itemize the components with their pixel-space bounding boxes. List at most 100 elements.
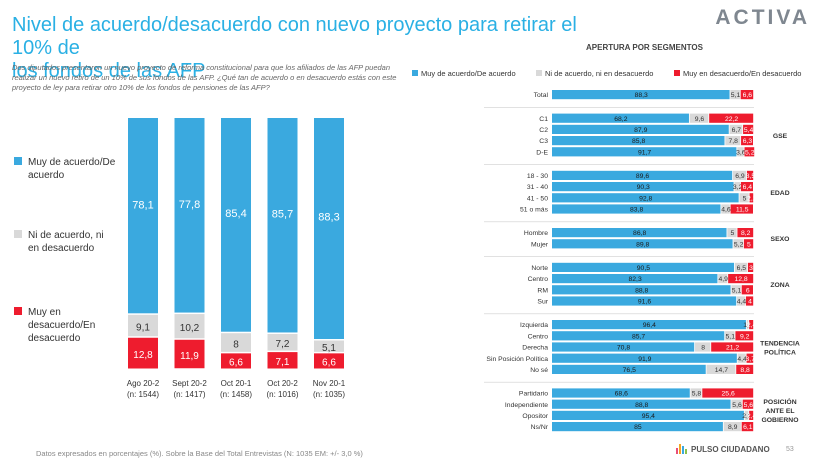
row-bar-segment-0	[552, 274, 718, 284]
row-data-label-2: 3,7	[746, 356, 756, 363]
row-bar-segment-0	[552, 296, 737, 306]
row-data-label-1: 4,9	[718, 276, 728, 283]
row-label: 51 o más	[520, 207, 549, 214]
row-bar-segment-0	[552, 204, 721, 214]
row-data-label-2: 4	[748, 299, 752, 306]
row-data-label-1: 4,4	[737, 356, 747, 363]
bar-segment-4-2	[314, 353, 344, 369]
row-bar-segment-1	[689, 113, 709, 123]
row-label: Sin Posición Política	[486, 356, 548, 363]
row-label: Hombre	[524, 230, 548, 237]
row-data-label-2: 6,4	[743, 184, 753, 191]
row-bar-segment-0	[552, 331, 725, 341]
row-label: C3	[539, 138, 548, 145]
row-bar-segment-0	[552, 388, 690, 398]
row-bar-segment-1	[739, 193, 749, 203]
row-label: C1	[539, 116, 548, 123]
row-label: Partidario	[519, 391, 548, 398]
row-label: Total	[534, 92, 549, 99]
row-bar-segment-0	[552, 262, 735, 272]
row-bar-segment-2	[740, 90, 754, 100]
row-bar-segment-1	[730, 90, 740, 100]
bar-segment-0-2	[128, 337, 158, 369]
bar-data-label-3-2: 7,1	[276, 357, 290, 368]
row-bar-segment-2	[749, 410, 754, 420]
row-bar-segment-1	[727, 228, 737, 238]
row-data-label-0: 91,9	[638, 356, 651, 363]
row-label: 41 - 50	[527, 195, 548, 202]
row-bar-segment-0	[552, 193, 739, 203]
row-data-label-0: 88,8	[635, 402, 648, 409]
row-bar-segment-0	[552, 285, 731, 295]
row-data-label-0: 90,5	[637, 265, 650, 272]
category-label-4: (n: 1035)	[313, 390, 345, 399]
row-data-label-1: 5	[743, 195, 747, 202]
bar-segment-3-1	[267, 333, 298, 351]
bar-data-label-4-2: 6,6	[322, 358, 336, 369]
bar-data-label-3-1: 7,2	[276, 339, 290, 350]
row-bar-segment-1	[725, 136, 741, 146]
row-data-label-1: 3,2	[733, 184, 743, 191]
category-label-3: (n: 1016)	[266, 390, 298, 399]
row-bar-segment-0	[552, 90, 730, 100]
bar-segment-4-0	[314, 118, 344, 340]
category-label-4: Nov 20-1	[313, 379, 346, 388]
row-data-label-0: 85	[634, 424, 642, 431]
row-data-label-1: 5,6	[732, 402, 742, 409]
row-data-label-2: 9,2	[740, 333, 750, 340]
row-label: Mujer	[531, 241, 549, 248]
seg-legend-swatch-2	[674, 70, 680, 76]
bar-segment-1-2	[174, 339, 205, 369]
row-data-label-1: 5,1	[731, 92, 741, 99]
row-data-label-1: 4,6	[721, 207, 731, 214]
row-bar-segment-2	[743, 124, 754, 134]
row-bar-segment-2	[746, 170, 754, 180]
row-data-label-2: 11,5	[736, 207, 749, 214]
row-bar-segment-1	[744, 410, 749, 420]
row-bar-segment-2	[702, 388, 754, 398]
row-data-label-1: 5,1	[732, 287, 742, 294]
row-data-label-0: 91,6	[638, 299, 651, 306]
row-bar-segment-2	[744, 147, 755, 157]
row-data-label-2: 3	[749, 265, 753, 272]
bar-data-label-2-1: 8	[233, 339, 239, 350]
row-label: Ns/Nr	[531, 424, 549, 431]
row-data-label-1: 8	[701, 345, 705, 352]
row-bar-segment-2	[745, 296, 754, 306]
row-data-label-0: 68,2	[614, 116, 627, 123]
row-bar-segment-1	[723, 422, 741, 432]
row-data-label-2: 25,6	[722, 391, 735, 398]
bar-segment-0-1	[128, 314, 158, 337]
row-data-label-0: 70,8	[617, 345, 630, 352]
row-bar-segment-0	[552, 170, 733, 180]
group-label: TENDENCIA	[760, 341, 800, 348]
row-data-label-0: 85,8	[632, 138, 645, 145]
group-label: GOBIERNO	[761, 417, 798, 424]
bar-segment-3-2	[267, 352, 298, 369]
row-label: Centro	[528, 276, 549, 283]
row-data-label-0: 88,3	[635, 92, 648, 99]
row-bar-segment-0	[552, 422, 723, 432]
bar-data-label-1-0: 77,8	[179, 199, 200, 211]
row-data-label-0: 90,3	[637, 184, 650, 191]
row-label: 18 - 30	[527, 173, 548, 180]
row-data-label-2: 8,2	[741, 230, 751, 237]
survey-question: Dos diputados presentaron un nuevo proye…	[12, 63, 397, 92]
row-data-label-1: 6,5	[737, 265, 747, 272]
row-label: C2	[539, 127, 548, 134]
bar-data-label-4-0: 88,3	[318, 211, 339, 223]
row-data-label-2: 3,5	[746, 173, 756, 180]
row-data-label-0: 88,8	[635, 287, 648, 294]
legend-swatch-0	[14, 157, 22, 165]
row-label: D-E	[536, 149, 548, 156]
row-bar-segment-2	[749, 193, 754, 203]
row-data-label-2: 8,8	[740, 367, 750, 374]
row-bar-segment-2	[741, 285, 753, 295]
row-bar-segment-1	[690, 388, 702, 398]
row-bar-segment-0	[552, 239, 733, 249]
row-bar-segment-1	[718, 274, 728, 284]
row-data-label-2: 5,2	[745, 149, 755, 156]
row-data-label-1: 8,9	[728, 424, 738, 431]
bar-segment-4-1	[314, 340, 344, 352]
category-label-2: Oct 20-1	[221, 379, 252, 388]
